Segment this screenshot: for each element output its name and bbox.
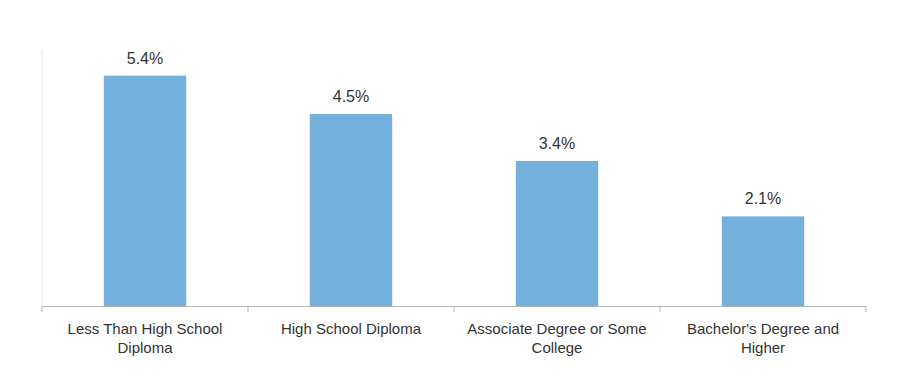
- category-separator: [866, 306, 867, 312]
- category-separator: [660, 306, 661, 312]
- category-label: Associate Degree or Some College: [467, 320, 646, 356]
- chart: 5.4% 4.5% 3.4% 2.1% Less Than High School Dip…: [0, 0, 900, 390]
- data-label: 5.4%: [127, 50, 163, 67]
- data-label: 3.4%: [539, 135, 575, 152]
- data-label: 4.5%: [333, 88, 369, 105]
- category-label: Less Than High School Diploma: [68, 320, 223, 356]
- category-label-line: Associate Degree or Some: [467, 320, 646, 337]
- category-label-line: High School Diploma: [281, 320, 422, 337]
- category-separator: [42, 306, 43, 312]
- category-separator: [454, 306, 455, 312]
- data-label: 2.1%: [745, 190, 781, 207]
- category-label-line: Less Than High School: [68, 320, 223, 337]
- category-label-line: Diploma: [117, 339, 173, 356]
- category-label-line: Bachelor's Degree and: [687, 320, 839, 337]
- category-label: Bachelor's Degree and Higher: [687, 320, 839, 356]
- category-label-line: College: [532, 339, 583, 356]
- bar: [722, 216, 804, 306]
- bar: [104, 76, 186, 306]
- y-axis-line: [42, 50, 43, 306]
- category-label-line: Higher: [741, 339, 785, 356]
- bar: [310, 114, 392, 306]
- category-label: High School Diploma: [281, 320, 422, 337]
- bar: [516, 161, 598, 306]
- bars: [104, 76, 804, 306]
- category-separator: [248, 306, 249, 312]
